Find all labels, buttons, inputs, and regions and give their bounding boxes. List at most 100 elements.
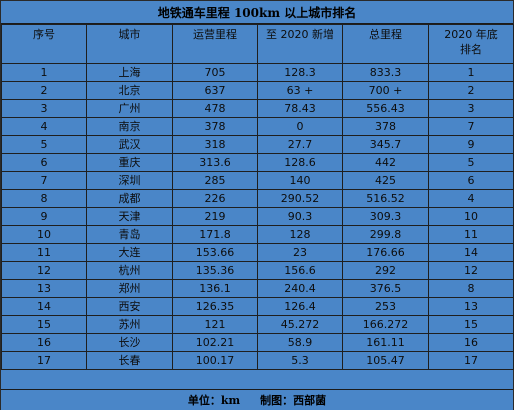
table-body: 1 上海 705 128.3 833.3 1 2 北京 637 63 +700 +2 3 广州 478 7…: [1, 63, 514, 370]
cell-rank: 7: [1, 171, 87, 190]
cell-total-mileage: 299.8: [342, 225, 429, 244]
table-row: 3 广州 478 78.43 556.43 3: [1, 99, 514, 118]
cell-total-mileage: 166.272: [342, 315, 429, 334]
header-total-mileage: 总里程: [342, 24, 429, 64]
table-row: 13 郑州 136.1 240.4 376.5 8: [1, 279, 514, 298]
table-row: 17 长春 100.17 5.3 105.47 17: [1, 351, 514, 370]
cell-added-by-2020: 156.6: [257, 261, 343, 280]
table-row: 16 长沙 102.21 58.9 161.11 16: [1, 333, 514, 352]
cell-rank: 12: [1, 261, 87, 280]
cell-city: 北京: [86, 81, 173, 100]
cell-rank: 17: [1, 351, 87, 370]
cell-added-by-2020: 290.52: [257, 189, 343, 208]
unit-label: 单位：km: [187, 394, 241, 407]
table-row: 11 大连 153.66 23 176.66 14: [1, 243, 514, 262]
cell-total-mileage: 376.5: [342, 279, 429, 298]
cell-total-mileage: 176.66: [342, 243, 429, 262]
cell-city: 天津: [86, 207, 173, 226]
cell-rank-end-2020: 9: [428, 135, 514, 154]
cell-rank-end-2020: 15: [428, 315, 514, 334]
cell-city: 西安: [86, 297, 173, 316]
cell-rank: 3: [1, 99, 87, 118]
cell-rank-end-2020: 10: [428, 207, 514, 226]
cell-operating-mileage: 478: [172, 99, 258, 118]
cell-added-by-2020: 90.3: [257, 207, 343, 226]
header-rank-end-2020: 2020 年底排名: [428, 24, 514, 64]
cell-rank-end-2020: 2: [428, 81, 514, 100]
cell-rank-end-2020: 14: [428, 243, 514, 262]
cell-total-mileage: 309.3: [342, 207, 429, 226]
cell-city: 南京: [86, 117, 173, 136]
cell-added-by-2020: 128.3: [257, 63, 343, 82]
cell-operating-mileage: 226: [172, 189, 258, 208]
table-row: 12 杭州 135.36 156.6 292 12: [1, 261, 514, 280]
table-footer: 单位：km 制图：西部菌: [1, 389, 513, 410]
cell-rank-end-2020: 13: [428, 297, 514, 316]
cell-city: 苏州: [86, 315, 173, 334]
cell-operating-mileage: 171.8: [172, 225, 258, 244]
cell-rank: 16: [1, 333, 87, 352]
cell-city: 成都: [86, 189, 173, 208]
header-city: 城市: [86, 24, 173, 64]
header-operating-mileage: 运营里程: [172, 24, 258, 64]
cell-rank: 13: [1, 279, 87, 298]
cell-rank: 8: [1, 189, 87, 208]
cell-added-by-2020: 128.6: [257, 153, 343, 172]
cell-city: 长沙: [86, 333, 173, 352]
table-row: 15 苏州 121 45.272 166.272 15: [1, 315, 514, 334]
cell-city: 深圳: [86, 171, 173, 190]
cell-added-by-2020: 63 +: [257, 81, 343, 100]
cell-rank-end-2020: 4: [428, 189, 514, 208]
cell-rank-end-2020: 5: [428, 153, 514, 172]
cell-total-mileage: 161.11: [342, 333, 429, 352]
table-row: 8 成都 226 290.52 516.52 4: [1, 189, 514, 208]
cell-operating-mileage: 378: [172, 117, 258, 136]
cell-total-mileage: 253: [342, 297, 429, 316]
cell-rank: 1: [1, 63, 87, 82]
cell-operating-mileage: 313.6: [172, 153, 258, 172]
author-label: 制图：西部菌: [260, 394, 327, 407]
cell-total-mileage: 442: [342, 153, 429, 172]
cell-added-by-2020: 58.9: [257, 333, 343, 352]
cell-rank-end-2020: 8: [428, 279, 514, 298]
cell-total-mileage: 345.7: [342, 135, 429, 154]
cell-rank: 2: [1, 81, 87, 100]
cell-city: 重庆: [86, 153, 173, 172]
cell-rank-end-2020: 1: [428, 63, 514, 82]
cell-rank: 4: [1, 117, 87, 136]
cell-total-mileage: 425: [342, 171, 429, 190]
table-row: 7 深圳 285 140 425 6: [1, 171, 514, 190]
cell-city: 武汉: [86, 135, 173, 154]
table-row: 2 北京 637 63 +700 +2: [1, 81, 514, 100]
cell-operating-mileage: 126.35: [172, 297, 258, 316]
cell-operating-mileage: 102.21: [172, 333, 258, 352]
cell-total-mileage: 378: [342, 117, 429, 136]
cell-total-mileage: 700 +: [342, 81, 429, 100]
cell-rank-end-2020: 11: [428, 225, 514, 244]
header-row: 序号 城市 运营里程 至 2020 新增 总里程 2020 年底排名: [1, 24, 514, 64]
cell-operating-mileage: 219: [172, 207, 258, 226]
cell-total-mileage: 105.47: [342, 351, 429, 370]
cell-city: 杭州: [86, 261, 173, 280]
cell-total-mileage: 833.3: [342, 63, 429, 82]
cell-rank: 6: [1, 153, 87, 172]
cell-added-by-2020: 27.7: [257, 135, 343, 154]
cell-operating-mileage: 318: [172, 135, 258, 154]
cell-added-by-2020: 140: [257, 171, 343, 190]
cell-rank: 5: [1, 135, 87, 154]
cell-rank: 14: [1, 297, 87, 316]
table-row: 14 西安 126.35 126.4 253 13: [1, 297, 514, 316]
cell-total-mileage: 516.52: [342, 189, 429, 208]
cell-operating-mileage: 285: [172, 171, 258, 190]
cell-rank-end-2020: 12: [428, 261, 514, 280]
table-row: 1 上海 705 128.3 833.3 1: [1, 63, 514, 82]
cell-operating-mileage: 100.17: [172, 351, 258, 370]
cell-rank: 15: [1, 315, 87, 334]
cell-operating-mileage: 637: [172, 81, 258, 100]
table-row: 5 武汉 318 27.7 345.7 9: [1, 135, 514, 154]
cell-added-by-2020: 128: [257, 225, 343, 244]
cell-rank-end-2020: 16: [428, 333, 514, 352]
cell-added-by-2020: 126.4: [257, 297, 343, 316]
cell-added-by-2020: 45.272: [257, 315, 343, 334]
cell-total-mileage: 292: [342, 261, 429, 280]
